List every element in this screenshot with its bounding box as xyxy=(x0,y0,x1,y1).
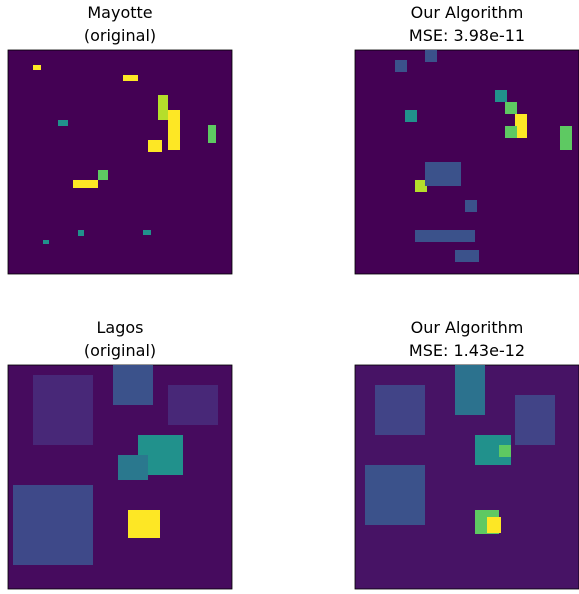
panel-title: Our Algorithm xyxy=(411,318,524,337)
panel-title: Mayotte xyxy=(87,3,152,22)
panel-title: (original) xyxy=(84,26,156,45)
panel-title: Our Algorithm xyxy=(411,3,524,22)
panel: Mayotte (original) xyxy=(8,3,232,274)
image xyxy=(8,50,232,274)
panel-title: MSE: 1.43e-12 xyxy=(409,341,525,360)
panel-title: (original) xyxy=(84,341,156,360)
panel-title: MSE: 3.98e-11 xyxy=(409,26,525,45)
panel: Our Algorithm MSE: 3.98e-11 xyxy=(355,3,579,274)
panel-title: Lagos xyxy=(97,318,144,337)
panel: Lagos (original) xyxy=(8,318,232,589)
panel: Our Algorithm MSE: 1.43e-12 xyxy=(355,318,579,589)
figure: Mayotte (original) Our Algorithm MSE: 3.98… xyxy=(0,0,579,590)
